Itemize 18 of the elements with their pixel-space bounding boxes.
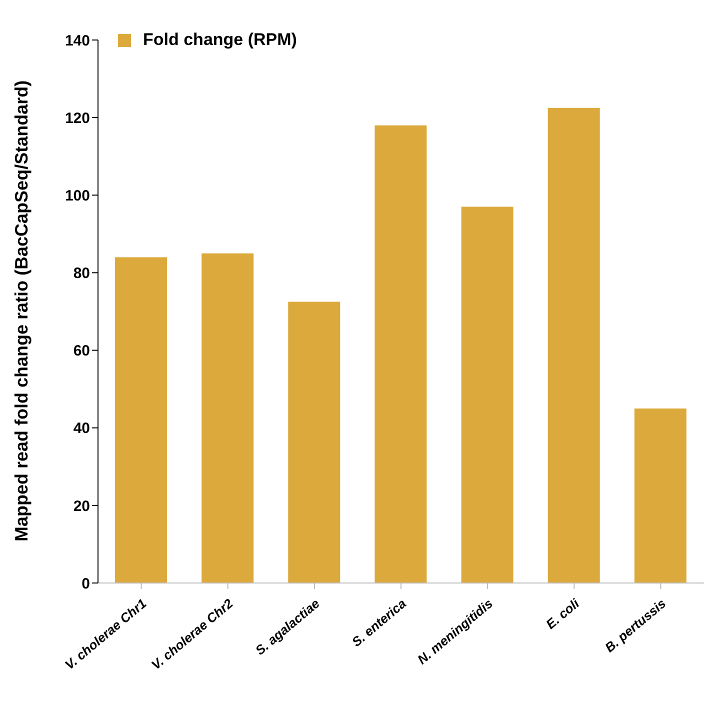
bar (115, 257, 167, 583)
bar (374, 125, 427, 583)
y-tick-label: 40 (73, 420, 90, 438)
y-tick-label: 120 (64, 110, 90, 127)
y-tick-label: 0 (82, 575, 90, 592)
bar (548, 108, 600, 583)
x-tick-label: E. coli (543, 596, 582, 632)
bar (202, 253, 254, 583)
y-axis-title: Mapped read fold change ratio (BacCapSeq/Standard) (11, 80, 32, 542)
bar (288, 302, 340, 583)
y-tick-label: 20 (73, 498, 90, 515)
bar (461, 206, 514, 583)
y-tick-label: 100 (64, 187, 90, 204)
y-tick-label: 60 (73, 342, 90, 360)
legend-label: Fold change (RPM) (143, 30, 297, 49)
bar (634, 408, 686, 583)
y-tick-label: 140 (64, 32, 90, 50)
y-tick-label: 80 (73, 265, 90, 282)
